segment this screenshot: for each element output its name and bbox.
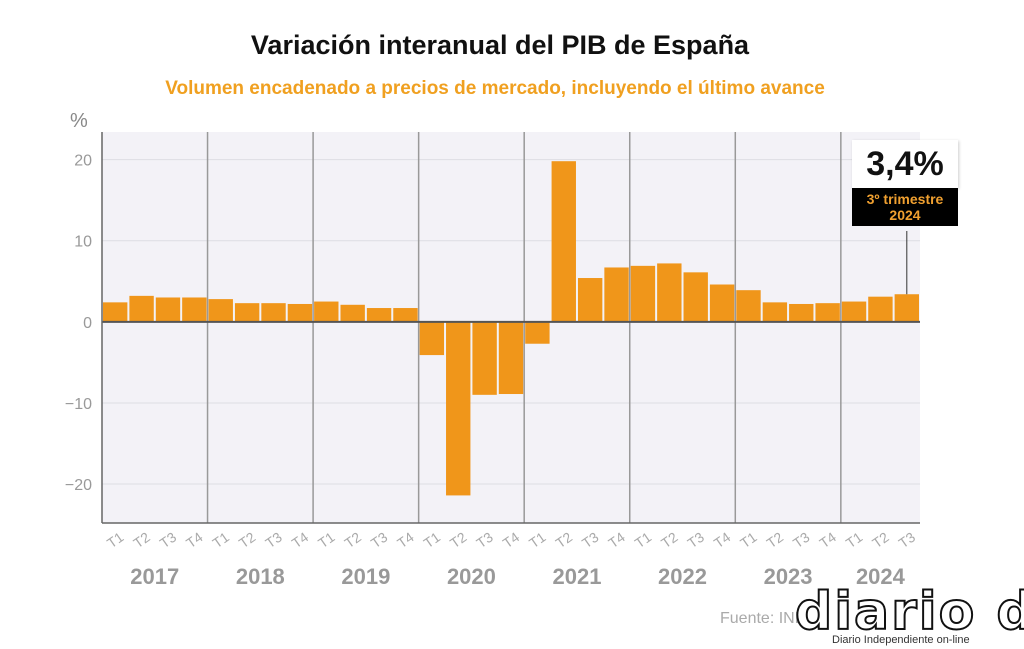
bar bbox=[419, 321, 445, 356]
x-tick-label: T2 bbox=[447, 529, 470, 552]
callout-value: 3,4% bbox=[852, 140, 958, 188]
year-label: 2017 bbox=[130, 564, 179, 589]
x-tick-label: T4 bbox=[605, 529, 628, 552]
bar bbox=[182, 297, 207, 322]
y-tick-label: 20 bbox=[74, 153, 92, 170]
year-label: 2018 bbox=[236, 564, 285, 589]
x-tick-label: T3 bbox=[579, 529, 602, 552]
x-tick-label: T1 bbox=[421, 529, 444, 552]
x-tick-label: T2 bbox=[130, 529, 153, 552]
bar bbox=[841, 301, 867, 322]
latest-value-callout: 3,4% 3º trimestre 2024 bbox=[852, 140, 958, 226]
y-axis-label: % bbox=[70, 110, 88, 132]
bar bbox=[287, 303, 313, 322]
bar bbox=[525, 321, 550, 344]
callout-label-period: 3º trimestre bbox=[866, 191, 944, 207]
x-tick-label: T2 bbox=[658, 529, 681, 552]
x-tick-label: T2 bbox=[869, 529, 892, 552]
x-tick-label: T3 bbox=[157, 529, 180, 552]
x-tick-label: T3 bbox=[368, 529, 391, 552]
bar bbox=[366, 308, 392, 322]
bar bbox=[314, 301, 339, 322]
bar bbox=[498, 321, 524, 395]
year-label: 2019 bbox=[341, 564, 390, 589]
year-label: 2020 bbox=[447, 564, 496, 589]
bar bbox=[340, 304, 365, 322]
y-tick-label: −20 bbox=[65, 477, 92, 494]
y-tick-label: −10 bbox=[65, 396, 92, 413]
bar bbox=[261, 303, 286, 322]
x-tick-label: T4 bbox=[711, 529, 734, 552]
logo-tagline: Diario Independiente on-line bbox=[832, 634, 970, 646]
bar bbox=[630, 265, 656, 322]
bar bbox=[577, 278, 603, 322]
x-tick-label: T1 bbox=[315, 529, 338, 552]
bar bbox=[234, 303, 260, 322]
bar bbox=[709, 284, 735, 322]
x-tick-label: T4 bbox=[500, 529, 523, 552]
x-tick-label: T2 bbox=[764, 529, 787, 552]
year-label: 2021 bbox=[552, 564, 601, 589]
chart-subtitle: Volumen encadenado a precios de mercado,… bbox=[165, 78, 825, 99]
x-tick-label: T1 bbox=[632, 529, 655, 552]
x-tick-label: T1 bbox=[526, 529, 549, 552]
bar bbox=[868, 296, 893, 322]
x-tick-label: T4 bbox=[816, 529, 839, 552]
bar bbox=[472, 321, 497, 395]
x-tick-label: T4 bbox=[289, 529, 312, 552]
x-tick-label: T2 bbox=[341, 529, 364, 552]
bar bbox=[551, 161, 576, 322]
x-tick-label: T3 bbox=[473, 529, 496, 552]
x-tick-label: T3 bbox=[896, 529, 919, 552]
bar bbox=[736, 290, 761, 322]
bar bbox=[762, 302, 788, 322]
x-tick-label: T2 bbox=[552, 529, 575, 552]
x-tick-label: T3 bbox=[790, 529, 813, 552]
callout-label: 3º trimestre 2024 bbox=[852, 188, 958, 226]
x-tick-label: T1 bbox=[843, 529, 866, 552]
diario-dia-logo: diario dia bbox=[795, 585, 1024, 635]
x-tick-label: T1 bbox=[209, 529, 232, 552]
x-tick-label: T3 bbox=[684, 529, 707, 552]
x-tick-label: T2 bbox=[236, 529, 259, 552]
year-label: 2022 bbox=[658, 564, 707, 589]
chart-title: Variación interanual del PIB de España bbox=[250, 30, 750, 60]
bar bbox=[103, 302, 128, 322]
x-tick-label: T3 bbox=[262, 529, 285, 552]
year-label: 2023 bbox=[764, 564, 813, 589]
bar bbox=[683, 272, 708, 322]
bar bbox=[657, 263, 682, 322]
bar bbox=[604, 267, 629, 322]
bar bbox=[208, 299, 233, 322]
x-tick-label: T4 bbox=[394, 529, 417, 552]
bar bbox=[815, 303, 840, 322]
svg-text:diario dia: diario dia bbox=[795, 585, 1024, 635]
year-label: 2024 bbox=[856, 564, 906, 589]
bar bbox=[446, 321, 471, 496]
y-tick-label: 10 bbox=[74, 234, 92, 251]
callout-label-year: 2024 bbox=[889, 207, 921, 223]
bar bbox=[894, 294, 919, 322]
bar bbox=[155, 297, 181, 322]
bar bbox=[393, 308, 418, 322]
bar bbox=[129, 295, 154, 322]
bar bbox=[789, 303, 814, 322]
x-tick-label: T1 bbox=[737, 529, 760, 552]
x-tick-label: T4 bbox=[183, 529, 206, 552]
source-note: Fuente: INE bbox=[720, 610, 806, 627]
x-tick-label: T1 bbox=[104, 529, 127, 552]
y-tick-label: 0 bbox=[83, 315, 92, 332]
